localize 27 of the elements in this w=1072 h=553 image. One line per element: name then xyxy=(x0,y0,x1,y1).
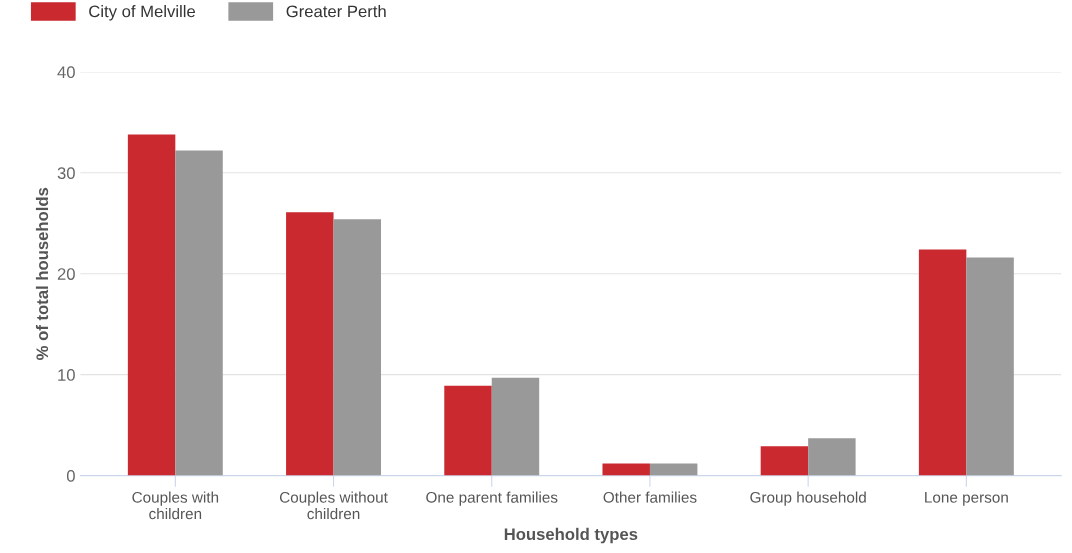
bar xyxy=(918,249,967,476)
bar xyxy=(760,446,809,476)
bar xyxy=(333,219,381,476)
x-tick-label: Lone person xyxy=(925,492,1008,506)
bar xyxy=(286,212,334,476)
bar xyxy=(175,150,223,476)
y-axis-title: % of total households xyxy=(35,187,49,360)
y-tick-label: 20 xyxy=(57,268,75,280)
bar xyxy=(602,463,650,476)
y-tick-label: 30 xyxy=(57,167,75,180)
bar xyxy=(649,463,698,476)
x-tick-label: One parent families xyxy=(426,491,558,506)
x-tick-label: Couples without children xyxy=(279,491,388,520)
y-tick-label: 40 xyxy=(57,66,75,79)
x-tick-label: Couples with children xyxy=(132,491,219,520)
bar xyxy=(127,134,176,476)
x-tick-label: Other families xyxy=(603,491,697,503)
y-tick-label: 10 xyxy=(58,369,75,381)
bar xyxy=(966,257,1014,476)
bar xyxy=(491,377,540,476)
x-axis-title: Household types xyxy=(504,527,638,544)
legend-label: Greater Perth xyxy=(286,5,386,18)
y-tick-label: 0 xyxy=(66,469,75,482)
bar xyxy=(808,438,856,476)
x-tick-label: Group household xyxy=(750,491,866,506)
bar xyxy=(444,385,492,476)
legend-label: City of Melville xyxy=(89,5,195,21)
